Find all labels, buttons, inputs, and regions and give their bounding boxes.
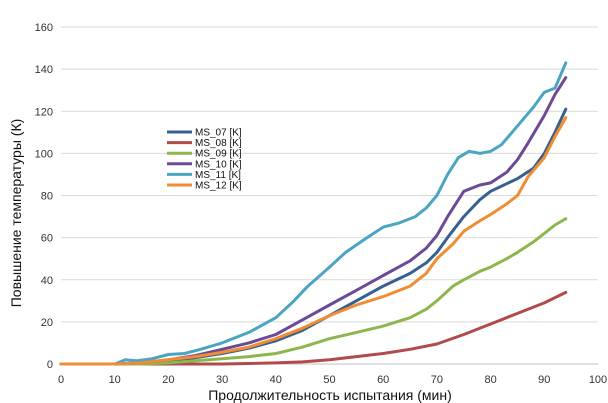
x-axis-ticks: 0 10 20 30 40 50 60 70 80 90 100 <box>58 374 607 386</box>
x-tick-label: 100 <box>589 374 607 386</box>
legend-label: MS_12 [K] <box>195 181 242 192</box>
y-tick-label: 120 <box>35 106 53 118</box>
x-tick-label: 20 <box>162 374 174 386</box>
series-line-5 <box>59 61 568 366</box>
x-tick-label: 40 <box>270 374 282 386</box>
x-tick-label: 90 <box>538 374 550 386</box>
y-tick-label: 0 <box>47 359 53 371</box>
x-tick-label: 60 <box>377 374 389 386</box>
y-tick-label: 140 <box>35 64 53 76</box>
series-line-3 <box>59 217 568 366</box>
y-axis-ticks: 0 20 40 60 80 100 120 140 160 <box>35 22 53 371</box>
y-axis-title: Повышение температуры (К) <box>8 119 24 308</box>
series-line-2 <box>59 290 568 366</box>
x-tick-label: 50 <box>323 374 335 386</box>
y-tick-label: 20 <box>41 317 53 329</box>
grid-lines <box>61 26 598 323</box>
x-tick-label: 80 <box>484 374 496 386</box>
y-tick-label: 40 <box>41 275 53 287</box>
y-tick-label: 100 <box>35 148 53 160</box>
series-line-6 <box>59 116 568 366</box>
y-tick-label: 80 <box>41 191 53 203</box>
x-tick-label: 10 <box>109 374 121 386</box>
y-tick-label: 60 <box>41 233 53 245</box>
legend-label: MS_07 [K] <box>195 128 242 139</box>
series-line-4 <box>59 76 568 366</box>
legend: MS_07 [K]MS_08 [K]MS_09 [K]MS_10 [K]MS_1… <box>167 128 242 192</box>
legend-label: MS_09 [K] <box>195 149 242 160</box>
legend-label: MS_08 [K] <box>195 138 242 149</box>
legend-label: MS_11 [K] <box>195 170 241 181</box>
series-lines <box>59 61 568 366</box>
x-axis-title: Продолжительность испытания (мин) <box>208 387 452 403</box>
legend-label: MS_10 [K] <box>195 159 242 170</box>
x-tick-label: 30 <box>216 374 228 386</box>
y-tick-label: 160 <box>35 22 53 34</box>
x-tick-label: 0 <box>58 374 64 386</box>
x-tick-label: 70 <box>431 374 443 386</box>
